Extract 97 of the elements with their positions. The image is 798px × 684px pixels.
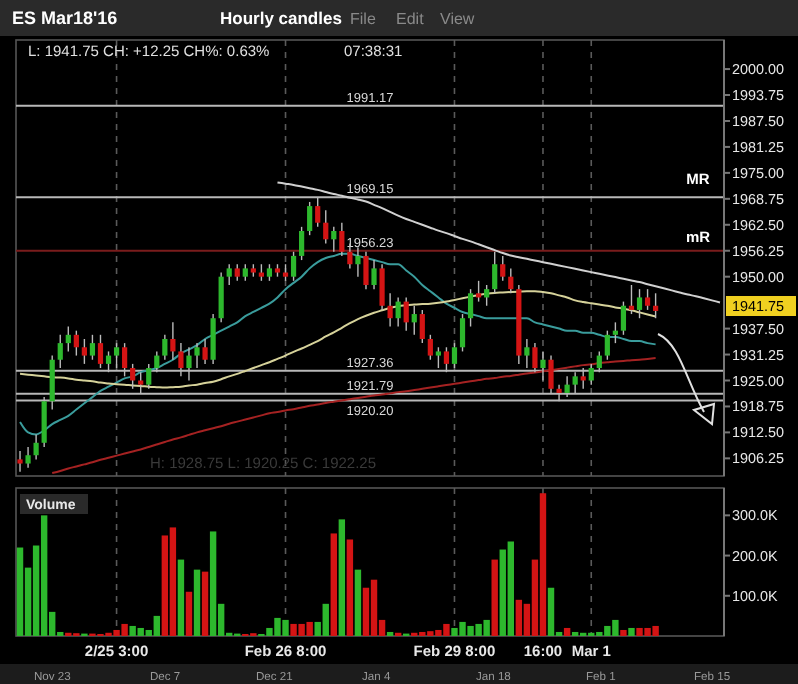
candlestick: [339, 222, 345, 257]
bar: [185, 591, 193, 636]
bar: [451, 627, 458, 636]
bar: [644, 627, 651, 636]
candlestick: [25, 446, 31, 469]
bar: [475, 623, 482, 636]
candlestick: [371, 259, 377, 290]
candlestick: [299, 226, 305, 261]
bar: [40, 515, 48, 636]
bar: [612, 619, 619, 636]
bar: [282, 619, 289, 636]
candlestick: [210, 313, 216, 365]
bar: [652, 625, 659, 636]
candlestick: [653, 292, 659, 319]
candlestick: [476, 280, 482, 303]
chart-subtitle: Hourly candles: [220, 8, 343, 28]
bar: [338, 519, 346, 636]
bar: [563, 627, 571, 636]
bar: [362, 587, 370, 636]
text: Edit: [396, 10, 426, 28]
candlestick: [81, 338, 87, 365]
bar: [274, 617, 281, 636]
bar: [443, 623, 450, 636]
line-series: [51, 357, 657, 475]
bar: [169, 527, 177, 636]
bar: [370, 579, 378, 636]
bar: [354, 569, 362, 636]
bar: [499, 549, 506, 636]
candlestick: [395, 296, 401, 328]
bar: [435, 629, 442, 636]
candlestick: [73, 329, 79, 357]
candlestick: [484, 284, 490, 307]
candlestick: [403, 296, 409, 332]
bar: [153, 615, 160, 636]
bar: [491, 559, 498, 636]
candlestick: [459, 313, 466, 353]
candlestick: [162, 334, 168, 361]
bar: [628, 627, 635, 636]
bar: [515, 599, 523, 636]
candlestick: [323, 209, 329, 245]
candlestick: [290, 251, 297, 282]
bar: [604, 625, 611, 636]
bar: [290, 623, 297, 636]
bar: [209, 531, 217, 636]
bar: [121, 623, 128, 636]
candlestick: [170, 321, 176, 361]
candlestick: [379, 263, 385, 311]
bar: [507, 541, 514, 636]
bar: [193, 569, 201, 636]
bar: [459, 621, 466, 636]
bar: [113, 629, 120, 636]
bar: [620, 629, 627, 636]
candlestick: [419, 309, 425, 344]
candlestick: [628, 284, 635, 315]
bar: [322, 603, 329, 636]
bar: [346, 539, 354, 636]
candlestick: [33, 433, 39, 461]
candlestick: [65, 325, 71, 353]
bar: [330, 533, 337, 636]
candlestick: [636, 288, 643, 319]
line-series: [276, 181, 721, 304]
bar: [16, 547, 24, 636]
text: File: [350, 10, 377, 28]
candlestick: [218, 271, 224, 324]
bar: [636, 627, 643, 636]
candlestick: [492, 251, 498, 294]
candlestick: [620, 300, 627, 336]
candlestick: [500, 255, 506, 282]
candlestick: [612, 321, 618, 344]
bar: [137, 627, 144, 636]
bar: [467, 625, 474, 636]
candlestick: [355, 246, 361, 278]
bar: [306, 621, 313, 636]
bar: [539, 493, 547, 636]
candlestick: [644, 288, 651, 311]
bar: [161, 535, 169, 636]
candlestick: [604, 329, 610, 361]
bar: [483, 619, 490, 636]
bar: [129, 625, 136, 636]
candlestick: [89, 334, 96, 361]
candlestick: [226, 263, 232, 286]
candlestick: [467, 288, 474, 328]
chart-title: ES Mar18'16: [12, 8, 118, 28]
candlestick: [411, 305, 417, 336]
bar: [201, 571, 209, 636]
text: View: [440, 10, 475, 28]
candlestick: [363, 251, 369, 290]
candlestick: [307, 201, 313, 236]
bar: [547, 587, 555, 636]
candlestick: [508, 267, 514, 294]
candlestick: [17, 450, 23, 473]
bar: [298, 623, 305, 636]
bar: [177, 559, 185, 636]
candlestick: [427, 334, 433, 361]
candlestick: [202, 338, 208, 365]
candlestick: [387, 292, 393, 328]
candlestick: [331, 226, 337, 253]
